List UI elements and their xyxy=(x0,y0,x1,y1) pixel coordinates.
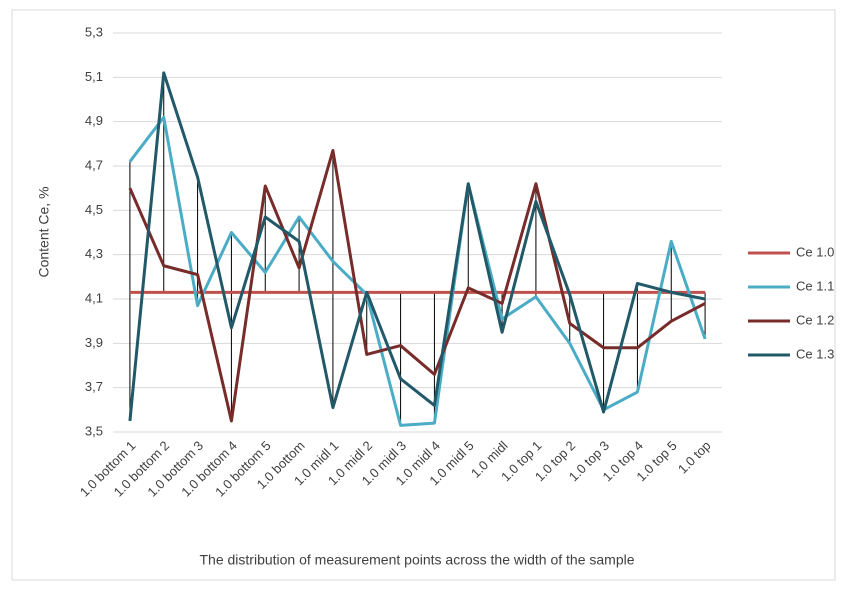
chart-border xyxy=(11,9,836,581)
legend-label: Ce 1.3 xyxy=(796,346,834,361)
legend-label: Ce 1.1 xyxy=(796,278,834,293)
y-axis-label: Content Ce, % xyxy=(36,186,52,277)
series-line xyxy=(128,115,707,427)
y-tick-label: 3,7 xyxy=(85,379,103,394)
y-tick-label: 4,3 xyxy=(85,246,103,261)
y-tick-label: 4,9 xyxy=(85,113,103,128)
y-tick-label: 4,5 xyxy=(85,202,103,217)
series-line xyxy=(128,148,706,423)
y-tick-label: 5,1 xyxy=(85,69,103,84)
y-tick-label: 3,9 xyxy=(85,335,103,350)
x-axis-label: The distribution of measurement points a… xyxy=(200,552,635,568)
legend-label: Ce 1.2 xyxy=(796,312,834,327)
y-tick-label: 4,7 xyxy=(85,157,103,172)
legend-label: Ce 1.0 xyxy=(796,244,834,259)
series-line xyxy=(128,71,706,422)
y-tick-label: 4,1 xyxy=(85,290,103,305)
y-tick-label: 3,5 xyxy=(85,423,103,438)
y-tick-label: 5,3 xyxy=(85,24,103,39)
